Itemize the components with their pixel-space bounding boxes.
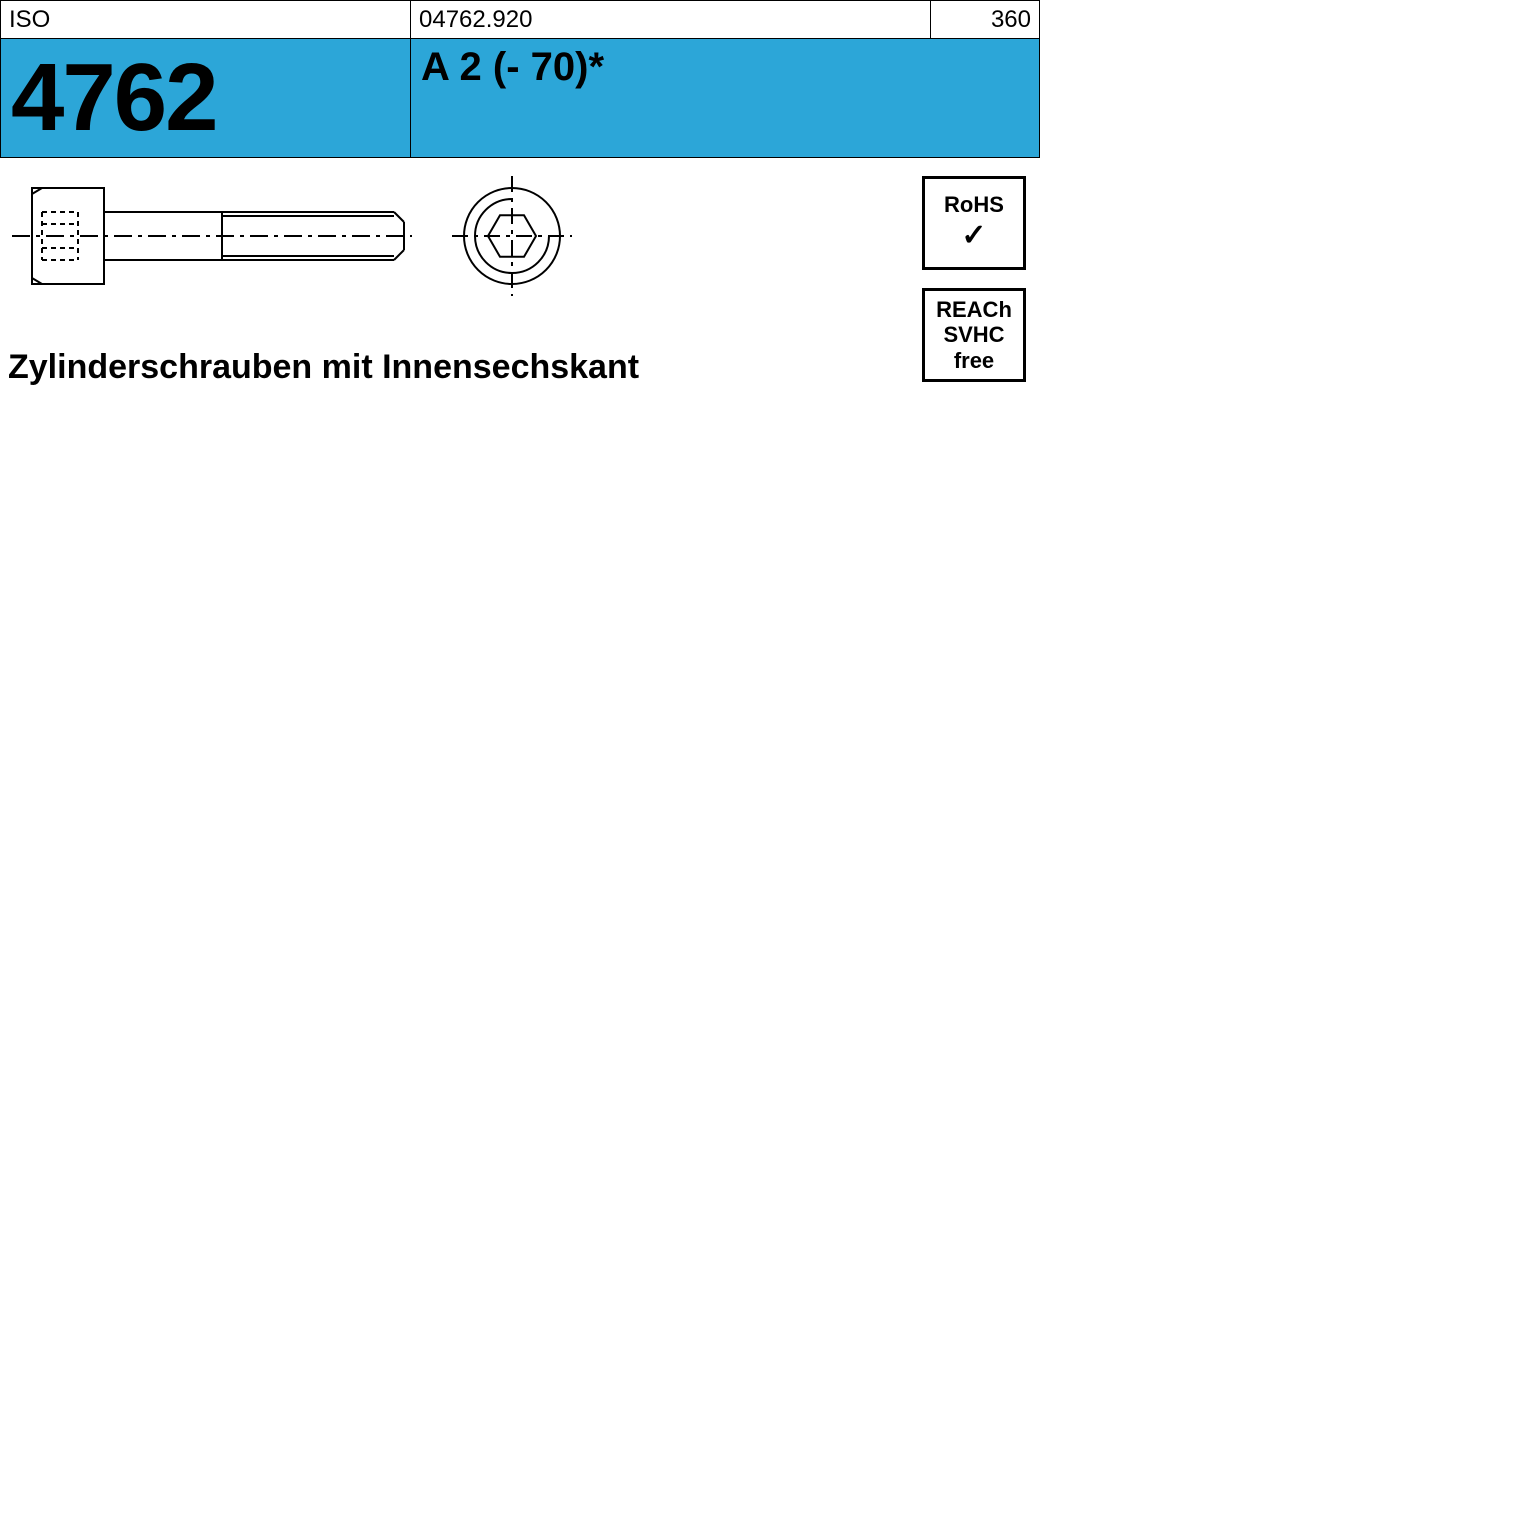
header-row: ISO 04762.920 360 <box>0 0 1040 38</box>
content-area <box>0 158 1040 316</box>
rohs-badge: RoHS ✓ <box>922 176 1026 270</box>
reach-line3: free <box>954 348 994 373</box>
header-pack-text: 360 <box>991 6 1031 34</box>
product-description: Zylinderschrauben mit Innensechskant <box>8 348 768 387</box>
reach-line1: REACh <box>936 297 1012 322</box>
part-number-cell: 4762 <box>1 39 411 157</box>
compliance-badges: RoHS ✓ REACh SVHC free <box>922 176 1026 382</box>
rohs-check-icon: ✓ <box>961 219 986 254</box>
reach-badge: REACh SVHC free <box>922 288 1026 382</box>
header-standard: ISO <box>1 1 411 38</box>
screw-diagram-svg <box>12 176 772 316</box>
description-text: Zylinderschrauben mit Innensechskant <box>8 348 639 386</box>
reach-line2: SVHC <box>943 322 1004 347</box>
blue-row: 4762 A 2 (- 70)* <box>0 38 1040 158</box>
header-code-text: 04762.920 <box>419 6 532 34</box>
header-code: 04762.920 <box>411 1 931 38</box>
product-label-page: ISO 04762.920 360 4762 A 2 (- 70)* <box>0 0 1040 1040</box>
technical-drawing <box>12 176 772 316</box>
part-number: 4762 <box>11 50 217 146</box>
header-pack: 360 <box>931 1 1039 38</box>
material-cell: A 2 (- 70)* <box>411 39 1039 157</box>
material-text: A 2 (- 70)* <box>421 45 604 90</box>
header-standard-text: ISO <box>9 6 50 34</box>
rohs-label: RoHS <box>944 192 1004 217</box>
